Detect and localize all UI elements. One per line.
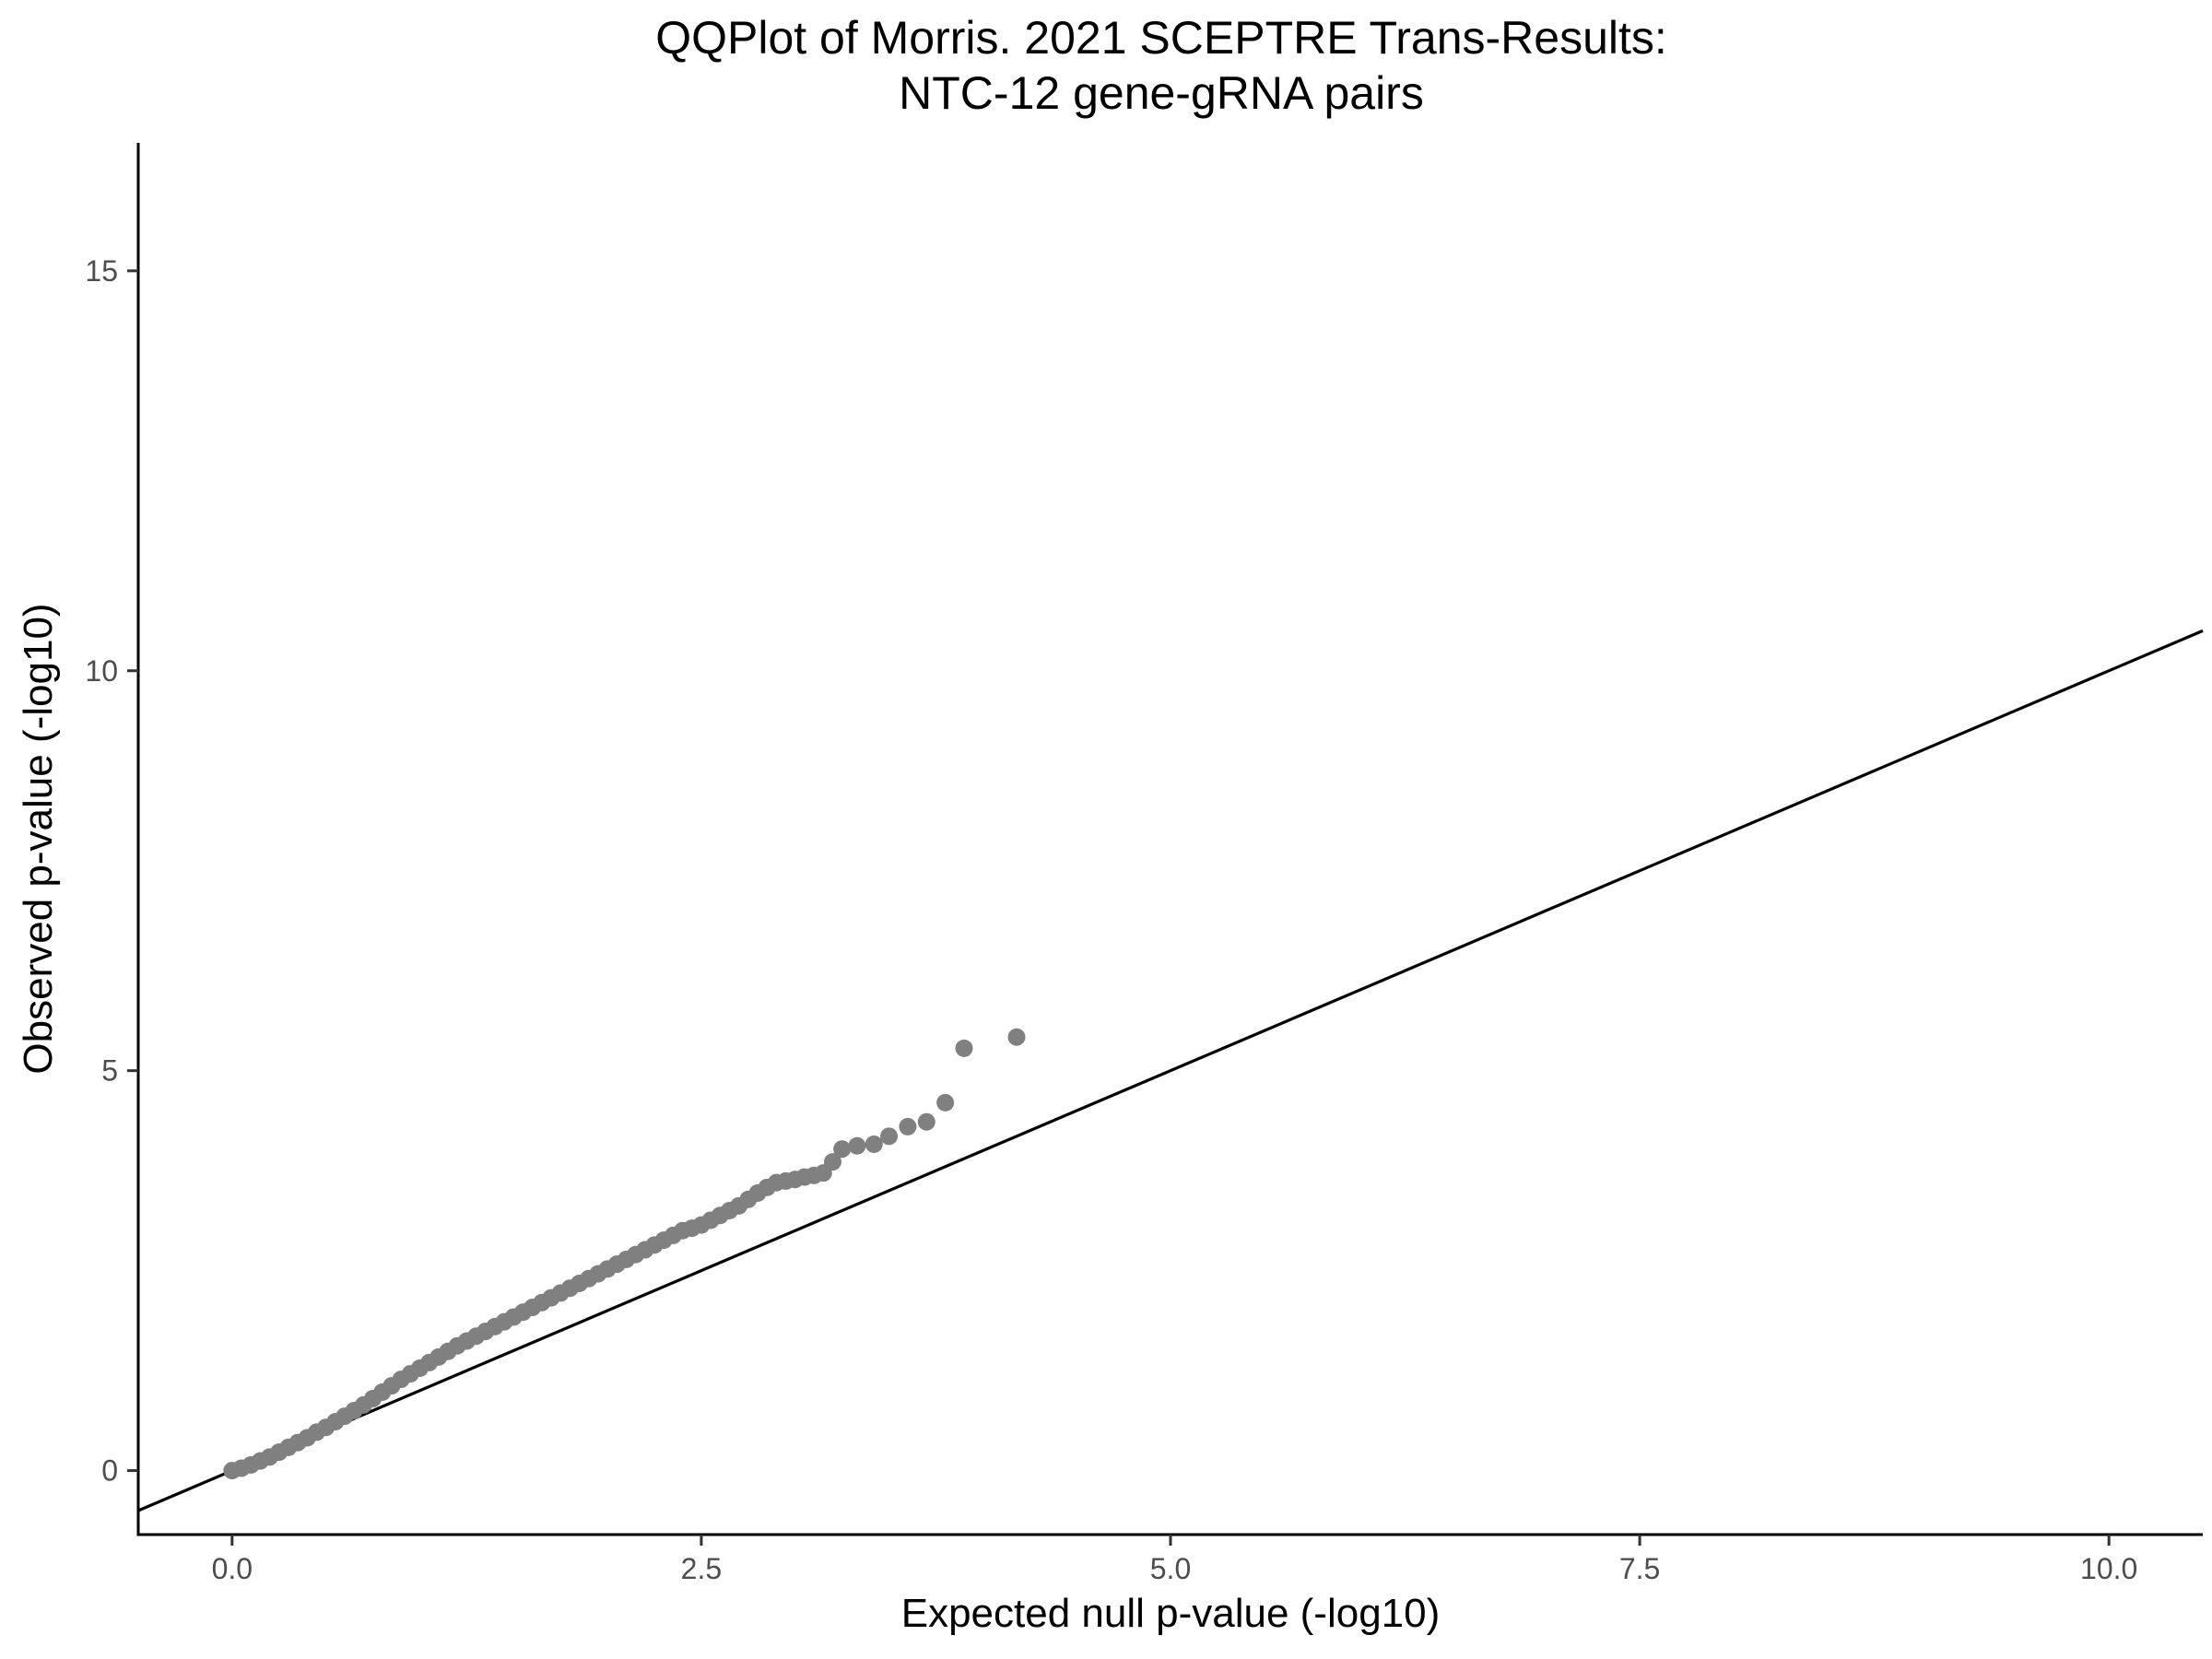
data-point <box>833 1140 852 1159</box>
reference-line <box>137 629 2204 1512</box>
x-axis-title: Expected null p-value (-log10) <box>901 1591 1441 1636</box>
x-tick-label: 0.0 <box>212 1552 253 1585</box>
data-point <box>823 1153 841 1171</box>
data-point <box>1007 1028 1026 1046</box>
y-tick-label: 15 <box>85 254 118 288</box>
data-point <box>899 1117 917 1135</box>
x-axis-ticks: 0.0 2.5 5.0 7.5 10.0 <box>212 1535 2137 1585</box>
x-tick-label: 10.0 <box>2080 1552 2137 1585</box>
points-layer <box>223 1028 1026 1480</box>
chart-title-line-2: NTC-12 gene-gRNA pairs <box>899 67 1424 119</box>
data-point <box>955 1039 973 1057</box>
data-point <box>936 1093 955 1112</box>
data-point <box>880 1127 899 1146</box>
chart-title-line-1: QQPlot of Morris. 2021 SCEPTRE Trans-Res… <box>655 12 1667 64</box>
x-tick-label: 2.5 <box>681 1552 722 1585</box>
y-tick-label: 0 <box>101 1454 118 1488</box>
data-point <box>865 1135 883 1154</box>
data-point <box>917 1112 935 1131</box>
y-axis-title: Observed p-value (-log10) <box>16 603 61 1074</box>
y-tick-label: 10 <box>85 654 118 688</box>
reference-line-layer <box>137 629 2204 1512</box>
y-axis-ticks: 0 5 10 15 <box>85 254 138 1488</box>
x-tick-label: 5.0 <box>1150 1552 1191 1585</box>
data-point <box>848 1136 866 1155</box>
y-tick-label: 5 <box>101 1054 118 1088</box>
x-tick-label: 7.5 <box>1619 1552 1660 1585</box>
